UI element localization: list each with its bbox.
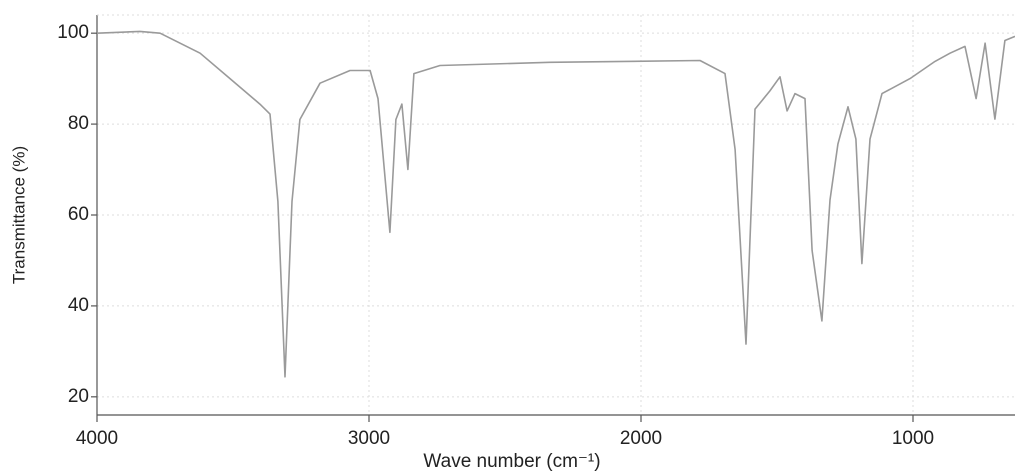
spectrum-line [96, 30, 1015, 378]
y-tick-label: 60 [68, 204, 89, 225]
y-tick-label: 100 [57, 22, 89, 43]
y-tick-label: 80 [68, 113, 89, 134]
x-tick-label: 4000 [76, 428, 118, 449]
x-tick-label: 3000 [348, 428, 390, 449]
x-tick-label: 2000 [620, 428, 662, 449]
y-tick-label: 20 [68, 386, 89, 407]
y-axis-label: Transmittance (%) [9, 146, 28, 284]
x-axis-label: Wave number (cm⁻¹) [423, 451, 600, 472]
y-tick-label: 40 [68, 295, 89, 316]
x-tick-label: 1000 [892, 428, 934, 449]
